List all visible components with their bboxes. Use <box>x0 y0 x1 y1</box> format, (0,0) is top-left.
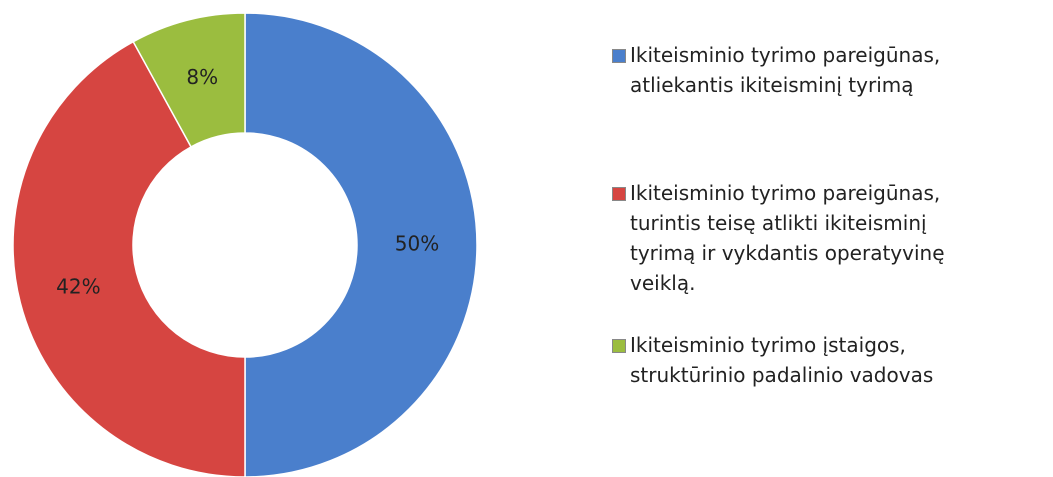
legend-swatch <box>612 339 626 353</box>
data-label: 42% <box>56 274 100 298</box>
legend-label: Ikiteisminio tyrimo pareigūnas, atliekan… <box>630 43 941 97</box>
donut-segment <box>244 12 478 477</box>
legend-swatch <box>612 49 626 63</box>
legend-item: Ikiteisminio tyrimo pareigūnas, atliekan… <box>612 40 982 100</box>
legend-item: Ikiteisminio tyrimo pareigūnas, turintis… <box>612 178 982 298</box>
legend-item: Ikiteisminio tyrimo įstaigos, struktūrin… <box>612 330 982 390</box>
legend-label: Ikiteisminio tyrimo pareigūnas, turintis… <box>630 181 945 295</box>
legend-label: Ikiteisminio tyrimo įstaigos, struktūrin… <box>630 333 934 387</box>
data-label: 8% <box>186 65 218 89</box>
donut-segment <box>12 40 246 477</box>
donut-segment <box>132 12 246 148</box>
data-label: 50% <box>395 232 439 256</box>
legend-swatch <box>612 187 626 201</box>
